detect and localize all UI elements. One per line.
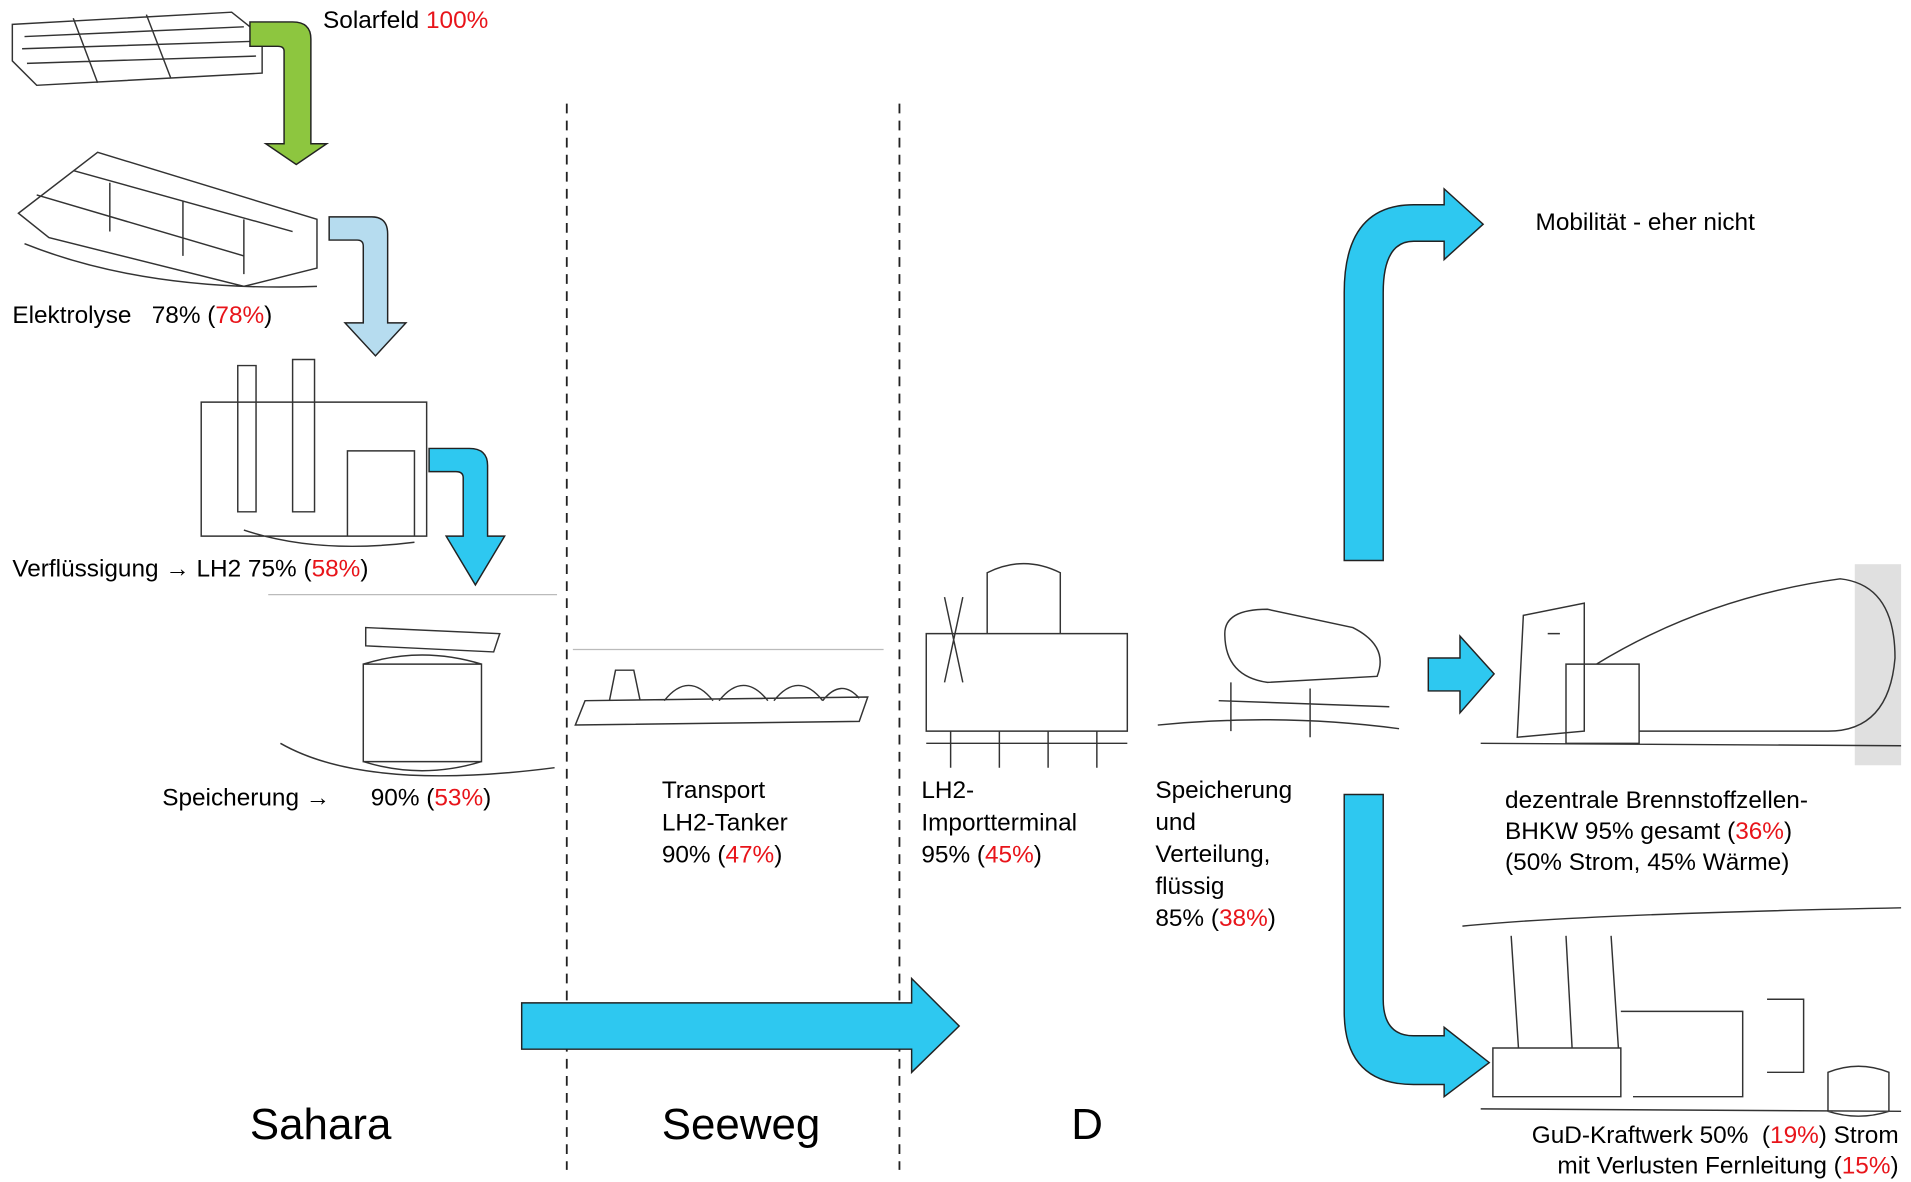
cumulative-efficiency: 53%: [434, 785, 483, 812]
label-text: ): [1784, 818, 1792, 845]
label-text: LH2-Tanker: [662, 810, 788, 837]
label-text: Solarfeld: [323, 7, 426, 34]
stage-label: GuD-Kraftwerk 50% (19%) Strom: [1532, 1122, 1899, 1149]
stage-label: 95% (45%): [921, 842, 1042, 869]
label-text: BHKW 95% gesamt (: [1505, 818, 1735, 845]
truck-sketch: [1158, 609, 1399, 737]
stage-label: Mobilität - eher nicht: [1536, 210, 1756, 237]
label-text: LH2-: [921, 777, 974, 804]
stage-label: LH2-Tanker: [662, 810, 788, 837]
cumulative-efficiency: 15%: [1842, 1153, 1891, 1180]
electrolysis-sketch: [18, 152, 317, 287]
stage-label: und: [1155, 809, 1196, 836]
label-text: Mobilität - eher nicht: [1536, 210, 1756, 237]
label-text: und: [1155, 809, 1196, 836]
label-text: Importterminal: [921, 810, 1077, 837]
stage-label: Speicherung → 90% (53%): [162, 785, 491, 812]
label-text: (50% Strom, 45% Wärme): [1505, 849, 1789, 876]
stage-label: (50% Strom, 45% Wärme): [1505, 849, 1789, 876]
arrow: [1428, 636, 1494, 713]
cumulative-efficiency: 58%: [312, 556, 361, 583]
page: Solarfeld 100%Elektrolyse 78% (78%)Verfl…: [0, 0, 1911, 1182]
fuel-cell-sketch: [1481, 579, 1901, 746]
liquefaction-sketch: [201, 359, 426, 546]
stage-label: mit Verlusten Fernleitung (15%): [1557, 1153, 1898, 1180]
stage-label: BHKW 95% gesamt (36%): [1505, 818, 1792, 845]
label-text: ): [483, 785, 491, 812]
region-label: Sahara: [250, 1100, 392, 1149]
label-text: 95% (: [921, 842, 985, 869]
cumulative-efficiency: 38%: [1219, 905, 1268, 932]
stage-label: Speicherung: [1155, 777, 1292, 804]
cumulative-efficiency: 36%: [1735, 818, 1784, 845]
arrow: [329, 217, 406, 356]
terminal-sketch: [926, 564, 1127, 768]
label-text: ): [774, 842, 782, 869]
cumulative-efficiency: 47%: [725, 842, 774, 869]
label-text: 85% (: [1155, 905, 1219, 932]
label-text: ): [360, 556, 368, 583]
stage-label: Transport: [662, 777, 766, 804]
label-text: ) Strom: [1819, 1122, 1899, 1149]
label-text: flüssig: [1155, 873, 1224, 900]
label-text: Speicherung → 90% (: [162, 785, 434, 812]
label-text: Elektrolyse 78% (: [12, 302, 215, 329]
label-text: GuD-Kraftwerk 50% (: [1532, 1122, 1770, 1149]
arrow: [429, 448, 505, 584]
label-text: mit Verlusten Fernleitung (: [1557, 1153, 1841, 1180]
label-text: ): [1268, 905, 1276, 932]
stage-label: Solarfeld 100%: [323, 7, 488, 34]
arrow: [250, 22, 327, 165]
solar-field-sketch: [12, 12, 262, 85]
label-text: ): [1034, 842, 1042, 869]
arrow: [1344, 189, 1483, 561]
stage-label: LH2-: [921, 777, 974, 804]
label-text: ): [264, 302, 272, 329]
region-label: Seeweg: [662, 1100, 820, 1149]
tank-sketch: [280, 628, 554, 776]
stage-label: 85% (38%): [1155, 905, 1276, 932]
power-plant-sketch: [1462, 908, 1901, 1116]
arrow: [522, 979, 959, 1073]
cumulative-efficiency: 19%: [1770, 1122, 1819, 1149]
stage-label: flüssig: [1155, 873, 1224, 900]
label-text: Speicherung: [1155, 777, 1292, 804]
stage-label: Elektrolyse 78% (78%): [12, 302, 272, 329]
tanker-sketch: [575, 670, 867, 725]
label-text: Verflüssigung → LH2 75% (: [12, 556, 311, 583]
region-label: D: [1071, 1100, 1103, 1149]
stage-label: dezentrale Brennstoffzellen-: [1505, 787, 1808, 814]
stage-label: Verflüssigung → LH2 75% (58%): [12, 556, 368, 583]
label-text: 90% (: [662, 842, 726, 869]
label-text: Transport: [662, 777, 766, 804]
label-text: Verteilung,: [1155, 841, 1270, 868]
cumulative-efficiency: 45%: [985, 842, 1034, 869]
diagram: Solarfeld 100%Elektrolyse 78% (78%)Verfl…: [0, 0, 1911, 1182]
stage-label: 90% (47%): [662, 842, 783, 869]
cumulative-efficiency: 100%: [426, 7, 488, 34]
label-text: dezentrale Brennstoffzellen-: [1505, 787, 1808, 814]
stage-label: Verteilung,: [1155, 841, 1270, 868]
arrow: [1344, 794, 1489, 1096]
cumulative-efficiency: 78%: [215, 302, 264, 329]
label-text: ): [1891, 1153, 1899, 1180]
stage-label: Importterminal: [921, 810, 1077, 837]
